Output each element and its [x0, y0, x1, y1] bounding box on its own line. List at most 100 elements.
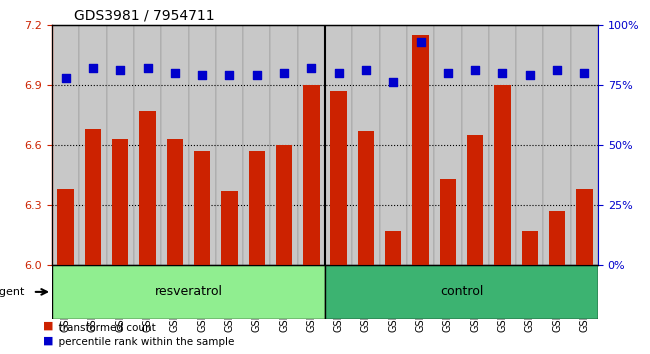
Bar — [161, 25, 188, 265]
Bar — [243, 25, 270, 265]
Point — [470, 68, 480, 73]
Bar — [489, 25, 516, 265]
Point — [415, 39, 426, 45]
Bar — [216, 25, 243, 265]
Point — [579, 70, 590, 76]
Bar — [325, 25, 352, 265]
Bar — [107, 25, 134, 265]
Bar — [161, 25, 188, 265]
Bar — [516, 25, 543, 265]
Bar — [188, 25, 216, 265]
Point — [552, 68, 562, 73]
Bar — [298, 25, 325, 265]
Bar — [84, 129, 101, 265]
Bar — [52, 25, 79, 265]
Bar — [407, 25, 434, 265]
Bar — [358, 131, 374, 265]
Bar — [521, 231, 538, 265]
Bar — [434, 25, 462, 265]
Bar — [439, 179, 456, 265]
Point — [252, 73, 262, 78]
Bar — [52, 25, 79, 265]
Text: transformed count: transformed count — [52, 323, 156, 333]
Bar — [571, 25, 598, 265]
Text: percentile rank within the sample: percentile rank within the sample — [52, 337, 235, 347]
Point — [197, 73, 207, 78]
Bar — [57, 189, 74, 265]
Point — [115, 68, 125, 73]
Bar — [107, 25, 134, 265]
Bar — [298, 25, 325, 265]
Text: GDS3981 / 7954711: GDS3981 / 7954711 — [74, 8, 214, 22]
Bar — [221, 191, 238, 265]
Text: ■: ■ — [43, 335, 53, 345]
Bar — [52, 25, 79, 265]
Bar — [188, 25, 216, 265]
Point — [88, 65, 98, 71]
Bar — [248, 151, 265, 265]
Bar — [243, 25, 270, 265]
Bar — [380, 25, 407, 265]
Bar — [407, 25, 434, 265]
Point — [333, 70, 344, 76]
Text: ■: ■ — [43, 321, 53, 331]
Bar — [298, 25, 325, 265]
Bar — [543, 25, 571, 265]
Bar — [325, 25, 352, 265]
Bar — [516, 25, 543, 265]
Bar — [194, 151, 211, 265]
Point — [306, 65, 317, 71]
Bar — [330, 91, 347, 265]
Bar — [270, 25, 298, 265]
Bar — [380, 25, 407, 265]
Bar — [270, 25, 298, 265]
Bar — [161, 25, 188, 265]
Bar — [385, 231, 402, 265]
Bar — [543, 25, 571, 265]
Text: control: control — [440, 285, 483, 298]
Bar — [216, 25, 243, 265]
Bar — [79, 25, 107, 265]
Text: agent: agent — [0, 287, 25, 297]
Bar — [571, 25, 598, 265]
Bar — [571, 25, 598, 265]
Bar — [107, 25, 134, 265]
Point — [224, 73, 235, 78]
Point — [142, 65, 153, 71]
Bar — [462, 25, 489, 265]
Bar — [543, 25, 571, 265]
FancyBboxPatch shape — [325, 265, 598, 319]
Bar — [188, 25, 216, 265]
Bar — [276, 145, 292, 265]
Bar — [139, 111, 156, 265]
Point — [525, 73, 535, 78]
Bar — [516, 25, 543, 265]
Point — [170, 70, 180, 76]
Bar — [134, 25, 161, 265]
Bar — [134, 25, 161, 265]
Bar — [303, 85, 320, 265]
Bar — [434, 25, 462, 265]
Bar — [352, 25, 380, 265]
Bar — [489, 25, 516, 265]
Bar — [467, 135, 484, 265]
Point — [443, 70, 453, 76]
Bar — [380, 25, 407, 265]
Bar — [79, 25, 107, 265]
Bar — [243, 25, 270, 265]
Text: resveratrol: resveratrol — [155, 285, 222, 298]
Bar — [166, 139, 183, 265]
Bar — [112, 139, 129, 265]
Bar — [494, 85, 511, 265]
Bar — [549, 211, 566, 265]
Point — [60, 75, 71, 80]
Point — [361, 68, 371, 73]
Bar — [576, 189, 593, 265]
Point — [279, 70, 289, 76]
Bar — [79, 25, 107, 265]
Bar — [462, 25, 489, 265]
Bar — [462, 25, 489, 265]
Bar — [407, 25, 434, 265]
Point — [388, 80, 398, 85]
Bar — [352, 25, 380, 265]
